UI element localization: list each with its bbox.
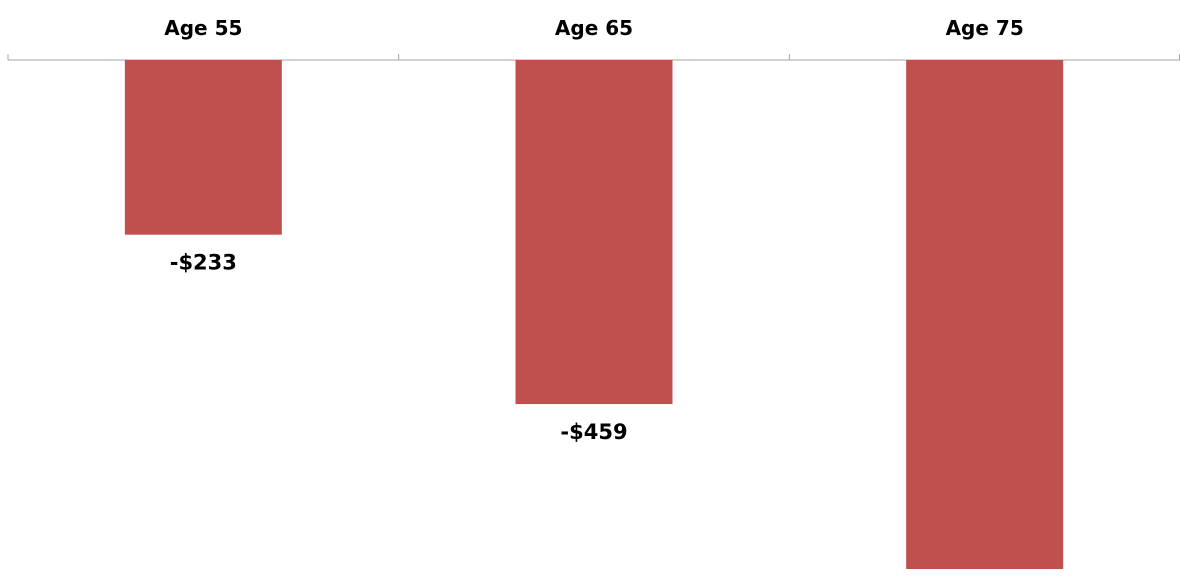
bar-age-75 [906,60,1063,569]
data-label: -$459 [560,420,627,444]
bar-age-65 [516,60,673,404]
bar-age-55 [125,60,282,235]
bars [125,60,1063,569]
category-label: Age 75 [946,16,1024,40]
category-label: Age 65 [555,16,633,40]
category-label: Age 55 [164,16,242,40]
data-label: -$233 [170,251,237,275]
category-axis [8,54,1180,60]
